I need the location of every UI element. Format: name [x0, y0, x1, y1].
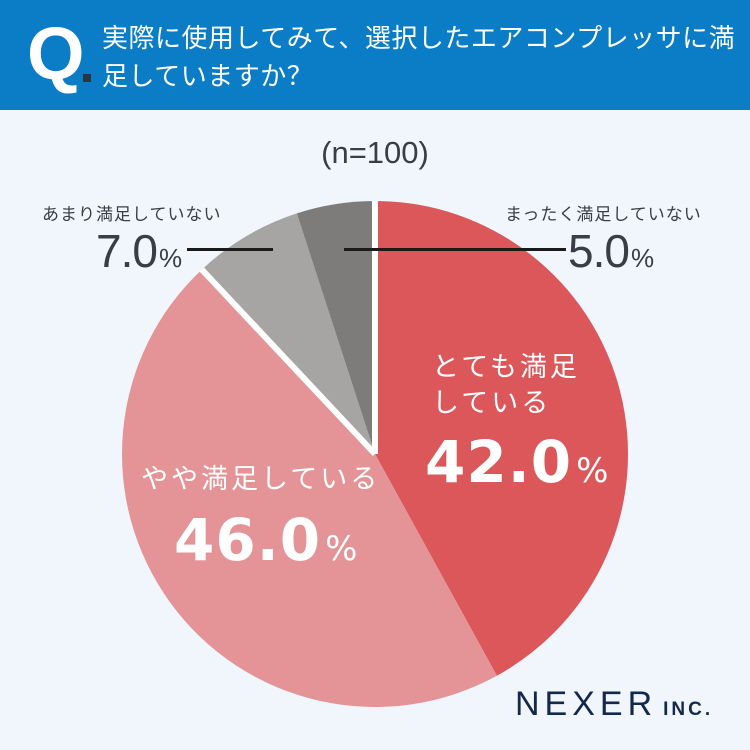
value-unit: % — [630, 243, 655, 273]
label-not-very-satisfied: あまり満足していない — [42, 205, 222, 225]
value-number: 7.0 — [96, 225, 158, 277]
brand-logo: NEXER INC. — [515, 685, 713, 724]
value-number: 5.0 — [568, 225, 630, 277]
pie-slice — [201, 213, 375, 454]
value-unit: % — [325, 529, 359, 569]
label-very-satisfied: とても満足 している — [432, 350, 580, 422]
value-somewhat-satisfied: 46.0% — [174, 510, 358, 579]
label-line-2: している — [432, 388, 552, 419]
label-not-at-all-satisfied: まったく満足していない — [505, 205, 702, 225]
pie-slice — [122, 269, 497, 707]
sample-size: (n=100) — [321, 135, 429, 170]
brand-name: NEXER — [515, 685, 658, 723]
value-not-at-all-satisfied: 5.0% — [568, 228, 654, 281]
q-mark: Q — [27, 12, 85, 95]
leader-line-not-very-satisfied — [187, 248, 273, 251]
brand-suffix: INC. — [663, 699, 714, 720]
label-line-1: とても満足 — [432, 352, 580, 383]
slice-separator — [199, 267, 378, 457]
value-number: 46.0 — [174, 506, 322, 574]
pie-slice — [296, 201, 375, 454]
value-very-satisfied: 42.0% — [425, 432, 609, 501]
value-not-very-satisfied: 7.0% — [96, 228, 182, 281]
value-unit: % — [158, 243, 183, 273]
question-header: Q 実際に使用してみて、選択したエアコンプレッサに満足していますか？ — [0, 0, 750, 110]
value-number: 42.0 — [425, 428, 573, 496]
label-somewhat-satisfied: やや満足している — [141, 464, 381, 495]
leader-line-not-at-all-satisfied — [344, 248, 566, 251]
pie-slice — [375, 201, 628, 676]
question-text: 実際に使用してみて、選択したエアコンプレッサに満足していますか？ — [102, 24, 736, 92]
value-unit: % — [576, 451, 610, 491]
q-dot-icon — [83, 74, 91, 82]
pie-slices — [122, 201, 628, 707]
